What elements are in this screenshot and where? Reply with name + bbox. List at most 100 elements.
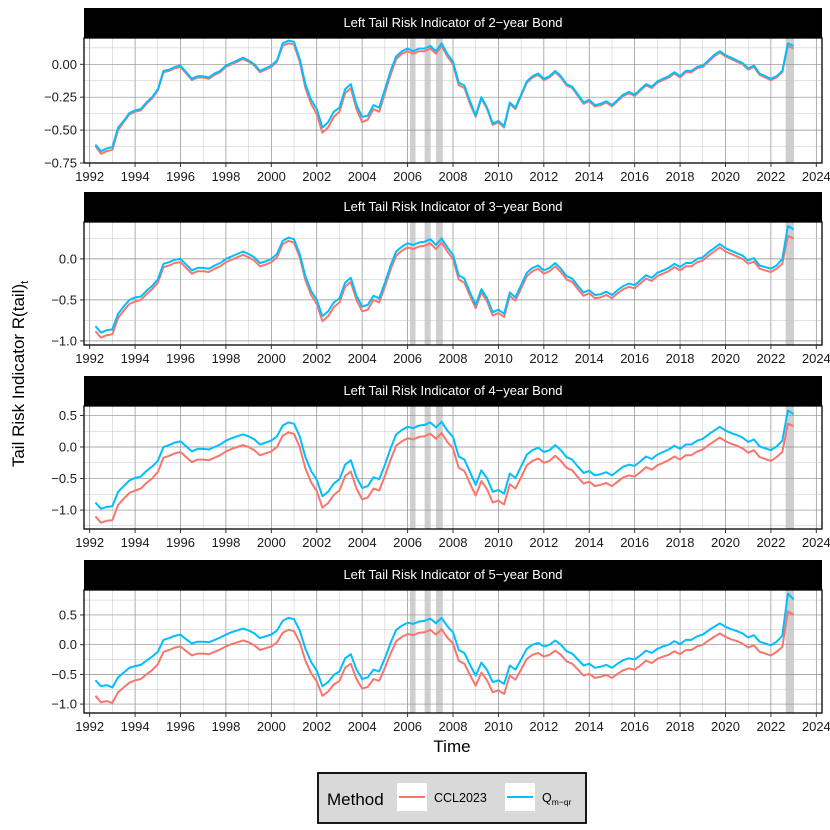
- x-tick-label: 2006: [393, 719, 422, 734]
- x-tick-label: 2018: [666, 169, 695, 184]
- x-tick-label: 2006: [393, 351, 422, 366]
- y-tick-label: 0.00: [52, 57, 77, 72]
- shaded-period: [409, 222, 416, 345]
- x-tick-label: 1994: [121, 719, 150, 734]
- x-tick-label: 1998: [211, 169, 240, 184]
- y-axis-title-group: Tail Risk Indicator R(tail)t: [9, 281, 31, 467]
- legend-box: [317, 772, 587, 824]
- x-tick-label: 2014: [575, 169, 604, 184]
- x-tick-label: 1998: [211, 351, 240, 366]
- shaded-period: [409, 406, 416, 529]
- legend-label-ccl2023: CCL2023: [434, 791, 487, 805]
- x-tick-label: 2018: [666, 351, 695, 366]
- x-tick-label: 2022: [756, 535, 785, 550]
- shaded-period: [785, 38, 794, 163]
- y-tick-label: −0.25: [44, 90, 77, 105]
- x-tick-label: 2006: [393, 169, 422, 184]
- shaded-period: [785, 222, 794, 345]
- x-tick-label: 1994: [121, 351, 150, 366]
- series-line-ccl2023: [94, 42, 795, 155]
- shaded-period: [409, 590, 416, 713]
- x-tick-label: 2008: [439, 535, 468, 550]
- panel-strip: [84, 192, 822, 222]
- x-tick-label: 2012: [529, 351, 558, 366]
- x-tick-label: 2002: [302, 535, 331, 550]
- y-tick-label: −0.75: [44, 156, 77, 171]
- panel-strip: [84, 560, 822, 590]
- x-tick-label: 1992: [75, 351, 104, 366]
- panel-4: Left Tail Risk Indicator of 5−year Bond −…: [51, 560, 830, 734]
- shaded-period: [424, 406, 431, 529]
- legend-label-qmqr-subscript: m−qr: [552, 797, 572, 807]
- shaded-period: [409, 38, 416, 163]
- shaded-period: [435, 222, 443, 345]
- panel-2: Left Tail Risk Indicator of 3−year Bond −…: [51, 192, 830, 366]
- x-tick-label: 2014: [575, 719, 604, 734]
- x-tick-label: 2010: [484, 719, 513, 734]
- x-axis-title: Time: [433, 737, 470, 756]
- x-tick-label: 1992: [75, 535, 104, 550]
- x-tick-label: 2006: [393, 535, 422, 550]
- series-line-qmqr: [94, 592, 795, 689]
- x-tick-label: 2024: [802, 535, 830, 550]
- shaded-periods: [409, 222, 794, 345]
- x-tick-label: 2000: [257, 351, 286, 366]
- y-tick-label: −0.50: [44, 123, 77, 138]
- panel-3: Left Tail Risk Indicator of 4−year Bond −…: [51, 376, 830, 550]
- x-tick-label: 2016: [620, 169, 649, 184]
- x-tick-label: 2022: [756, 719, 785, 734]
- shaded-period: [424, 38, 431, 163]
- x-tick-label: 2018: [666, 535, 695, 550]
- shaded-periods: [409, 38, 794, 163]
- shaded-period: [424, 222, 431, 345]
- y-tick-label: −1.0: [51, 697, 77, 712]
- y-axis-title: Tail Risk Indicator R(tail)t: [9, 281, 31, 467]
- shaded-period: [785, 406, 794, 529]
- series-line-qmqr: [94, 409, 795, 510]
- x-tick-label: 2004: [348, 351, 377, 366]
- shaded-period: [435, 406, 443, 529]
- x-tick-label: 2000: [257, 535, 286, 550]
- shaded-periods: [409, 406, 794, 529]
- x-tick-label: 2012: [529, 169, 558, 184]
- x-tick-label: 1998: [211, 535, 240, 550]
- x-tick-label: 1996: [166, 351, 195, 366]
- panel-title: Left Tail Risk Indicator of 5−year Bond: [343, 567, 562, 582]
- y-axis-title-main: Tail Risk Indicator R(tail): [9, 284, 28, 467]
- x-tick-label: 1992: [75, 719, 104, 734]
- x-tick-label: 2002: [302, 719, 331, 734]
- x-tick-label: 1998: [211, 719, 240, 734]
- y-tick-label: 0.5: [59, 607, 77, 622]
- y-axis-title-subscript: t: [19, 281, 31, 284]
- x-tick-label: 2010: [484, 169, 513, 184]
- x-tick-label: 2020: [711, 351, 740, 366]
- x-tick-label: 1992: [75, 169, 104, 184]
- x-tick-label: 2018: [666, 719, 695, 734]
- panel-title: Left Tail Risk Indicator of 4−year Bond: [343, 383, 562, 398]
- x-tick-label: 1996: [166, 535, 195, 550]
- shaded-period: [435, 590, 443, 713]
- x-tick-label: 2020: [711, 535, 740, 550]
- x-tick-label: 2004: [348, 719, 377, 734]
- x-tick-label: 1994: [121, 169, 150, 184]
- x-tick-label: 2012: [529, 535, 558, 550]
- x-tick-label: 2014: [575, 535, 604, 550]
- x-tick-label: 2002: [302, 169, 331, 184]
- x-tick-label: 2002: [302, 351, 331, 366]
- x-tick-label: 2016: [620, 535, 649, 550]
- y-tick-label: 0.5: [59, 408, 77, 423]
- y-tick-label: −0.5: [51, 471, 77, 486]
- y-tick-label: −0.5: [51, 292, 77, 307]
- panels: Left Tail Risk Indicator of 2−year Bond −…: [44, 8, 830, 734]
- x-tick-label: 1994: [121, 535, 150, 550]
- panel-strip: [84, 376, 822, 406]
- shaded-period: [785, 590, 794, 713]
- x-tick-label: 2000: [257, 169, 286, 184]
- panel-title: Left Tail Risk Indicator of 3−year Bond: [343, 199, 562, 214]
- legend-label-qmqr-main: Q: [542, 791, 552, 805]
- shaded-period: [435, 38, 443, 163]
- panel-title: Left Tail Risk Indicator of 2−year Bond: [343, 15, 562, 30]
- x-tick-label: 2024: [802, 169, 830, 184]
- y-tick-label: 0.0: [59, 251, 77, 266]
- x-tick-label: 2022: [756, 351, 785, 366]
